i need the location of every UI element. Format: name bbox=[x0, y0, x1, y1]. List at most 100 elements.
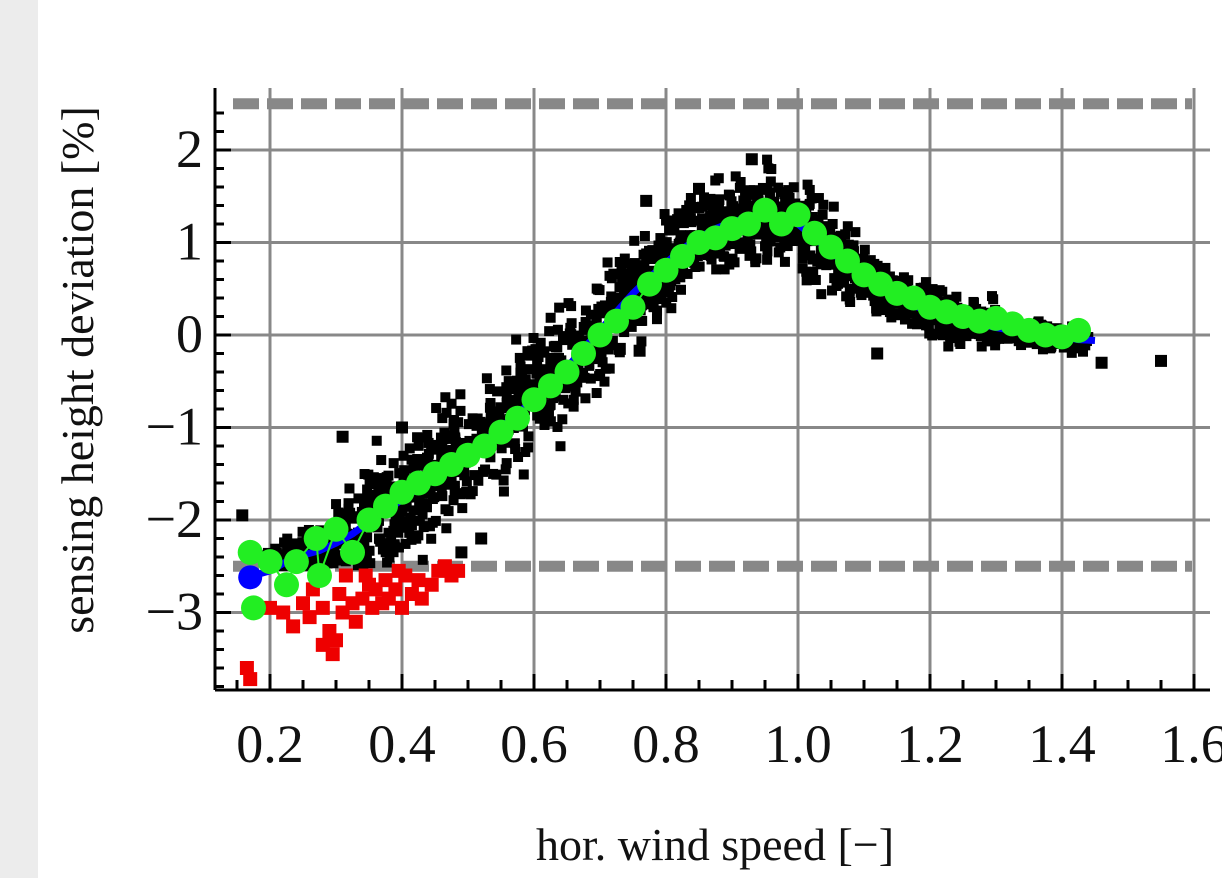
cloud-point bbox=[827, 285, 838, 296]
cloud-point bbox=[685, 213, 696, 224]
cloud-point bbox=[827, 257, 838, 268]
cloud-point bbox=[774, 201, 785, 212]
cloud-point bbox=[689, 257, 700, 268]
red-point bbox=[338, 568, 353, 583]
cloud-point bbox=[434, 443, 445, 454]
cloud-point bbox=[674, 237, 685, 248]
cloud-point bbox=[566, 301, 577, 312]
cloud-point bbox=[517, 375, 528, 386]
cloud-point bbox=[580, 305, 591, 316]
cloud-point bbox=[545, 365, 556, 376]
cloud-point bbox=[359, 539, 370, 550]
cloud-point bbox=[525, 349, 536, 360]
cloud-point bbox=[513, 394, 524, 405]
cloud-point bbox=[435, 432, 446, 443]
x-tick-label: 1.0 bbox=[764, 714, 832, 774]
cloud-point bbox=[602, 257, 613, 268]
y-tick-label: 2 bbox=[176, 119, 203, 179]
cloud-point bbox=[661, 297, 672, 308]
cloud-point bbox=[648, 301, 659, 312]
cloud-point bbox=[511, 334, 522, 345]
red-point bbox=[263, 600, 277, 615]
cloud-point bbox=[775, 187, 786, 198]
cloud-point bbox=[398, 450, 409, 461]
cloud-point bbox=[762, 230, 773, 241]
cloud-point bbox=[859, 244, 870, 255]
x-tick-label: 1.6 bbox=[1160, 714, 1222, 774]
cloud-point bbox=[692, 251, 703, 262]
cloud-point bbox=[833, 267, 844, 278]
outlier-point bbox=[871, 347, 884, 360]
bin-mean-point bbox=[505, 405, 530, 431]
cloud-point bbox=[675, 230, 686, 241]
cloud-point bbox=[344, 483, 355, 494]
red-point bbox=[358, 568, 373, 583]
cloud-point bbox=[804, 184, 815, 195]
cloud-point bbox=[445, 445, 456, 456]
cloud-point bbox=[607, 300, 618, 311]
cloud-point bbox=[675, 267, 686, 278]
cloud-point bbox=[417, 509, 428, 520]
outlier-point bbox=[745, 153, 758, 166]
cloud-point bbox=[417, 432, 428, 443]
cloud-point bbox=[545, 356, 556, 367]
cloud-point bbox=[414, 498, 425, 509]
cloud-point bbox=[396, 506, 407, 517]
cloud-point bbox=[463, 419, 474, 430]
cloud-point bbox=[338, 508, 349, 519]
cloud-point bbox=[427, 440, 438, 451]
cloud-point bbox=[351, 535, 362, 546]
cloud-point bbox=[389, 541, 400, 552]
cloud-point bbox=[673, 208, 684, 219]
cloud-point bbox=[337, 538, 348, 549]
red-point bbox=[302, 610, 317, 625]
cloud-point bbox=[717, 206, 728, 217]
cloud-point bbox=[668, 223, 679, 234]
cloud-point bbox=[655, 233, 666, 244]
cloud-point bbox=[382, 557, 393, 568]
cloud-point bbox=[629, 235, 640, 246]
cloud-point bbox=[457, 503, 468, 514]
cloud-point bbox=[501, 365, 512, 376]
tick-marks bbox=[215, 111, 1196, 690]
cloud-point bbox=[467, 413, 478, 424]
cloud-point bbox=[801, 266, 812, 277]
cloud-point bbox=[507, 384, 518, 395]
cloud-point bbox=[779, 256, 790, 267]
cloud-point bbox=[501, 391, 512, 402]
red-point bbox=[395, 600, 409, 615]
cloud-point bbox=[359, 502, 370, 513]
cloud-point bbox=[539, 419, 550, 430]
red-points bbox=[239, 559, 466, 687]
x-tick-label: 1.2 bbox=[896, 714, 964, 774]
cloud-point bbox=[585, 373, 596, 384]
outlier-point bbox=[455, 546, 468, 559]
x-axis-title: hor. wind speed [−] bbox=[536, 819, 894, 870]
cloud-point bbox=[522, 364, 533, 375]
cloud-point bbox=[410, 463, 421, 474]
cloud-point bbox=[427, 517, 438, 528]
cloud-point bbox=[655, 294, 666, 305]
cloud-point bbox=[850, 227, 861, 238]
cloud-point bbox=[639, 260, 650, 271]
outlier-point bbox=[475, 532, 488, 545]
bin-mean-point bbox=[274, 572, 299, 598]
cloud-point bbox=[518, 469, 529, 480]
cloud-point bbox=[618, 258, 629, 269]
cloud-point bbox=[496, 443, 507, 454]
cloud-point bbox=[469, 470, 480, 481]
cloud-point bbox=[441, 523, 452, 534]
cloud-point bbox=[501, 382, 512, 393]
cloud-point bbox=[801, 275, 812, 286]
cloud-point bbox=[437, 491, 448, 502]
cloud-point bbox=[568, 401, 579, 412]
cloud-point bbox=[762, 154, 773, 165]
cloud-point bbox=[446, 398, 457, 409]
cloud-point bbox=[763, 163, 774, 174]
cloud-point bbox=[666, 303, 677, 314]
cloud-point bbox=[594, 371, 605, 382]
bin-mean-point bbox=[587, 322, 613, 348]
cloud-point bbox=[720, 240, 731, 251]
cloud-point bbox=[413, 440, 424, 451]
